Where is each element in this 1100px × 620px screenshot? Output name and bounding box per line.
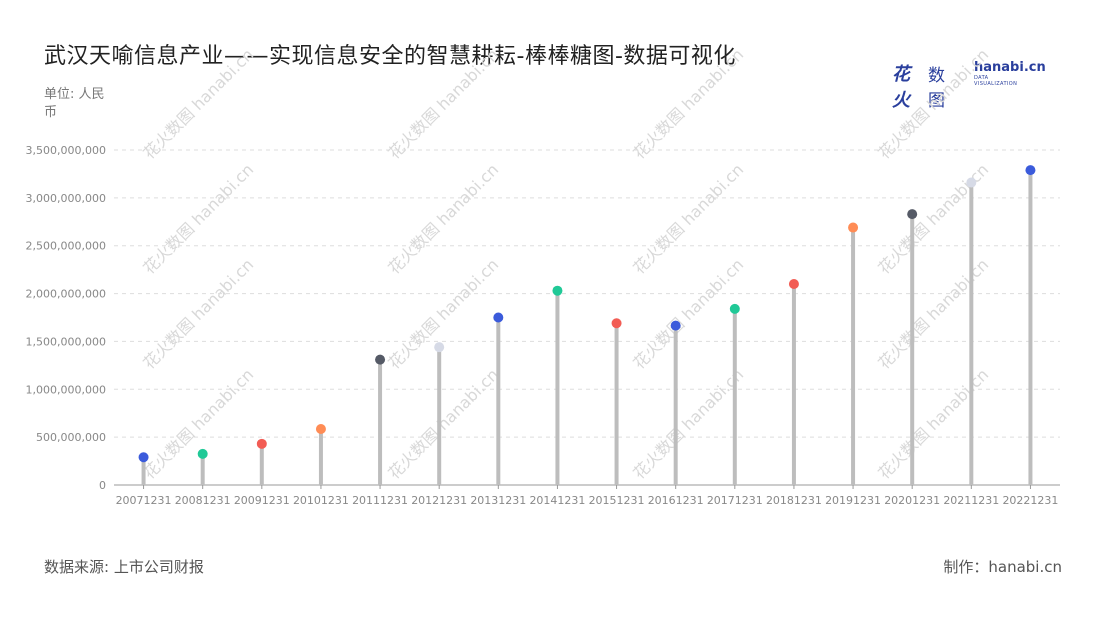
- x-tick-label: 20161231: [648, 494, 704, 507]
- watermark-text: 花火数图 hanabi.cn: [629, 45, 747, 163]
- x-axis: 20071231 20081231 20091231 20101231 20111231…: [114, 484, 1060, 507]
- x-tick-label: 20211231: [943, 494, 999, 507]
- x-tick-label: 20101231: [293, 494, 349, 507]
- credit: 制作：hanabi.cn: [943, 558, 1062, 576]
- lollipop-dot: [966, 177, 977, 188]
- watermark-text: 花火数图 hanabi.cn: [139, 45, 257, 163]
- watermark-text: 花火数图 hanabi.cn: [384, 365, 502, 483]
- lollipop-dot: [493, 312, 504, 323]
- lollipop-dot: [552, 285, 563, 296]
- lollipop-marks: [138, 165, 1036, 485]
- lollipop-dot: [670, 320, 681, 331]
- watermark-text: 花火数图 hanabi.cn: [629, 365, 747, 483]
- unit-label: 单位: 人民币: [44, 87, 105, 120]
- x-tick-label: 20081231: [175, 494, 231, 507]
- x-tick-label: 20171231: [707, 494, 763, 507]
- y-tick-label: 1,500,000,000: [26, 335, 106, 348]
- lollipop-dot: [197, 448, 208, 459]
- y-tick-label: 1,000,000,000: [26, 383, 106, 396]
- x-tick-label: 20221231: [1002, 494, 1058, 507]
- watermarks: 花火数图 hanabi.cn 花火数图 hanabi.cn 花火数图 hanabi.…: [139, 45, 992, 483]
- lollipop-dot: [729, 303, 740, 314]
- x-tick-label: 20091231: [234, 494, 290, 507]
- y-tick-label: 3,500,000,000: [26, 144, 106, 157]
- y-tick-label: 0: [99, 479, 106, 492]
- logo-mark: 花火: [892, 64, 910, 111]
- lollipop-dot: [375, 354, 386, 365]
- x-tick-label: 20201231: [884, 494, 940, 507]
- x-tick-label: 20141231: [529, 494, 585, 507]
- lollipop-dot: [315, 424, 326, 435]
- y-axis: 0 500,000,000 1,000,000,000 1,500,000,000 2,…: [26, 144, 106, 492]
- y-tick-label: 2,500,000,000: [26, 240, 106, 253]
- lollipop-dot: [138, 452, 149, 463]
- data-source: 数据来源: 上市公司财报: [44, 558, 204, 576]
- chart-title: 武汉天喻信息产业——实现信息安全的智慧耕耘-棒棒糖图-数据可视化: [44, 44, 736, 69]
- logo-sub: DATA VISUALIZATION: [974, 75, 1018, 87]
- x-tick-label: 20121231: [411, 494, 467, 507]
- x-tick-label: 20111231: [352, 494, 408, 507]
- watermark-text: 花火数图 hanabi.cn: [874, 45, 992, 163]
- watermark-text: 花火数图 hanabi.cn: [384, 45, 502, 163]
- x-tick-label: 20131231: [470, 494, 526, 507]
- logo-cn: 数图: [928, 66, 945, 111]
- x-tick-label: 20191231: [825, 494, 881, 507]
- lollipop-dot: [434, 342, 445, 353]
- watermark-text: 花火数图 hanabi.cn: [139, 365, 257, 483]
- y-tick-label: 3,000,000,000: [26, 192, 106, 205]
- y-tick-label: 2,000,000,000: [26, 288, 106, 301]
- x-tick-label: 20071231: [116, 494, 172, 507]
- lollipop-dot: [788, 279, 799, 289]
- grid-lines: [114, 149, 1060, 438]
- lollipop-dot: [256, 438, 267, 449]
- x-tick-label: 20181231: [766, 494, 822, 507]
- lollipop-dot: [611, 318, 622, 329]
- x-tick-label: 20151231: [589, 494, 645, 507]
- lollipop-dot: [907, 209, 918, 220]
- watermark-text: 花火数图 hanabi.cn: [874, 365, 992, 483]
- logo-en: hanabi.cn: [974, 60, 1046, 75]
- lollipop-dot: [1025, 165, 1036, 176]
- lollipop-dot: [848, 222, 859, 233]
- y-tick-label: 500,000,000: [36, 431, 106, 444]
